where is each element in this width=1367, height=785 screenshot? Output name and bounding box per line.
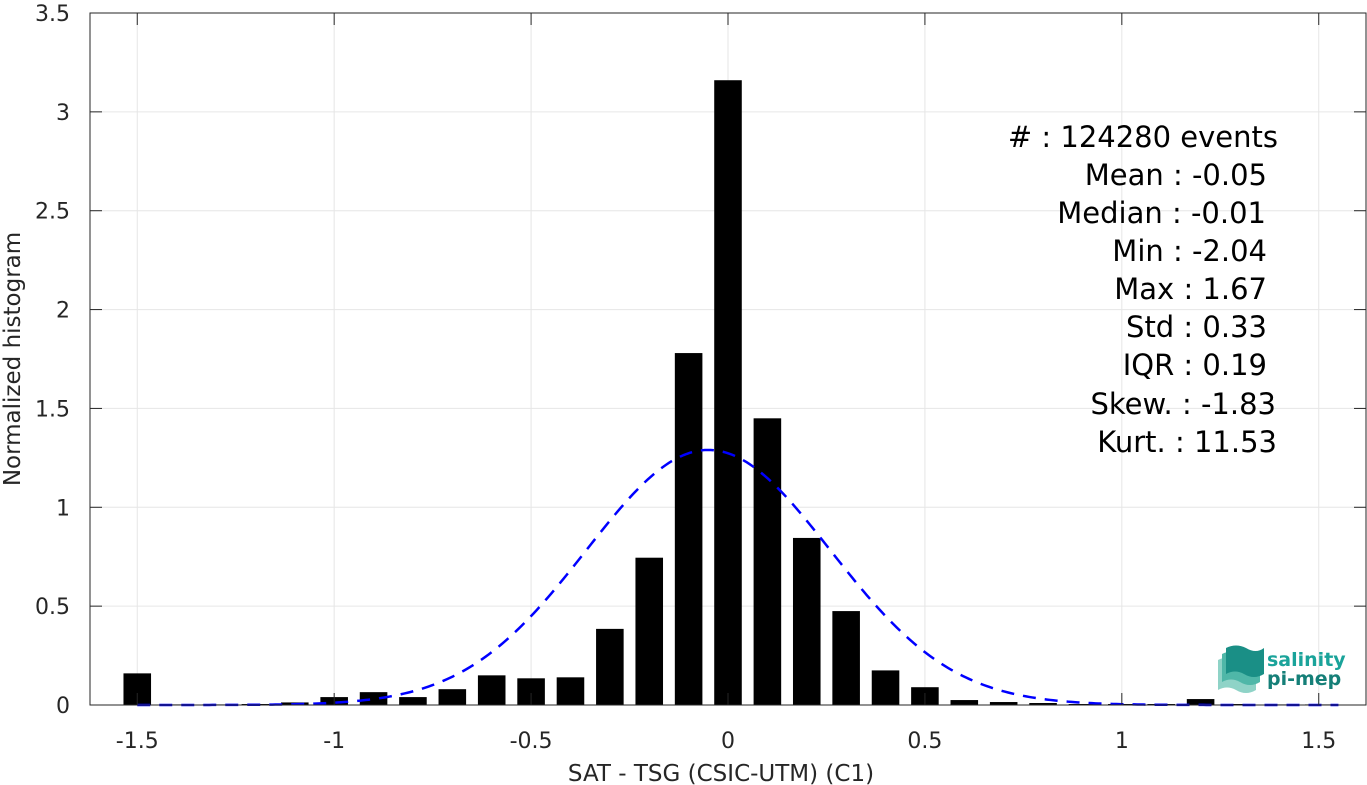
stat-std: Std : 0.33 <box>1126 310 1267 344</box>
y-axis-label: Normalized histogram <box>0 232 26 486</box>
y-tick-label: 1 <box>56 496 70 521</box>
stat-events: # : 124280 events <box>1008 120 1278 154</box>
histogram-bar <box>596 628 624 705</box>
histogram-bar <box>556 677 585 705</box>
stats-box: # : 124280 events Mean : -0.05 Median : … <box>1008 120 1278 459</box>
x-tick-label: -1 <box>323 729 345 754</box>
histogram-bar <box>714 80 742 706</box>
histogram-bar <box>635 557 664 705</box>
histogram-bar <box>1186 699 1215 705</box>
histogram-bar <box>792 537 821 705</box>
histogram-bar <box>399 697 427 705</box>
histogram-bar <box>950 700 979 705</box>
x-axis-label: SAT - TSG (CSIC-UTM) (C1) <box>568 761 874 785</box>
histogram-bar <box>871 670 900 705</box>
x-tick-label: 0 <box>721 729 735 754</box>
histogram-bar <box>674 353 703 705</box>
tick-marks <box>90 12 1366 706</box>
bars-group <box>123 80 1333 706</box>
histogram-bar <box>989 702 1018 705</box>
stat-iqr: IQR : 0.19 <box>1123 348 1267 382</box>
y-tick-labels: 0 0.5 1 1.5 2 2.5 3 3.5 <box>35 2 70 719</box>
normal-fit-curve <box>137 448 1339 707</box>
logo-line1: salinity <box>1267 649 1346 671</box>
stat-skew: Skew. : -1.83 <box>1090 387 1276 421</box>
y-tick-label: 3.5 <box>35 2 70 27</box>
salinity-pimep-logo: salinity pi-mep <box>1218 645 1346 693</box>
y-tick-label: 0.5 <box>35 595 70 620</box>
histogram-bar <box>477 675 506 705</box>
stat-max: Max : 1.67 <box>1114 272 1267 306</box>
stat-min: Min : -2.04 <box>1112 234 1267 268</box>
y-tick-label: 1.5 <box>35 397 70 422</box>
y-tick-label: 2.5 <box>35 200 70 225</box>
wave-layers-icon <box>1218 645 1264 693</box>
histogram-bar <box>359 692 388 705</box>
x-tick-label: -1.5 <box>116 729 159 754</box>
x-tick-label: 1 <box>1115 729 1129 754</box>
histogram-bar <box>832 611 860 705</box>
x-tick-labels: -1.5 -1 -0.5 0 0.5 1 1.5 <box>116 729 1336 754</box>
x-tick-label: 1.5 <box>1301 729 1336 754</box>
y-tick-label: 2 <box>56 299 70 324</box>
stat-kurt: Kurt. : 11.53 <box>1097 425 1277 459</box>
y-tick-label: 3 <box>56 101 70 126</box>
histogram-bar <box>438 689 467 705</box>
stat-mean: Mean : -0.05 <box>1085 158 1267 192</box>
x-tick-label: -0.5 <box>510 729 553 754</box>
logo-line2: pi-mep <box>1267 668 1341 690</box>
stat-median: Median : -0.01 <box>1057 196 1266 230</box>
histogram-bar <box>753 418 782 705</box>
y-tick-label: 0 <box>56 694 70 719</box>
x-tick-label: 0.5 <box>907 729 942 754</box>
histogram-bar <box>1029 703 1057 705</box>
